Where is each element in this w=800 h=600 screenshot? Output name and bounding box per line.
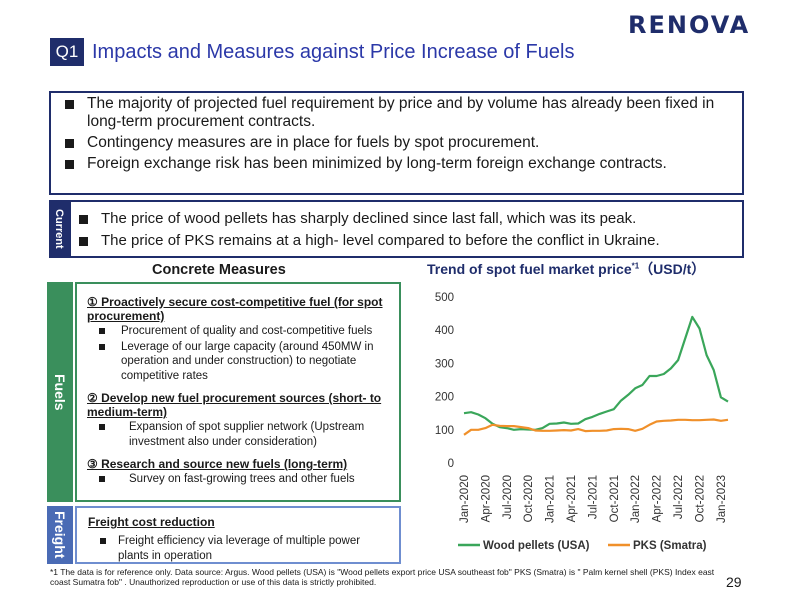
renova-logo: RENOVA — [628, 11, 751, 39]
measure-block: ① Proactively secure cost-competitive fu… — [87, 295, 391, 383]
x-tick-label: Jan-2020 — [459, 475, 471, 523]
legend-label: Wood pellets (USA) — [483, 540, 590, 552]
fuels-tab: Fuels — [47, 282, 73, 502]
y-tick-label: 400 — [435, 325, 454, 337]
freight-item: Freight efficiency via leverage of multi… — [88, 534, 391, 563]
freight-title: Freight cost reduction — [88, 515, 215, 529]
measure-block: ③ Research and source new fuels (long-te… — [87, 457, 391, 487]
current-box: The price of wood pellets has sharply de… — [69, 200, 744, 258]
measure-item: Leverage of our large capacity (around 4… — [87, 340, 391, 384]
freight-tab: Freight — [47, 506, 73, 564]
current-tab: Current — [49, 200, 69, 258]
x-tick-label: Jan-2023 — [716, 475, 728, 523]
y-tick-label: 100 — [435, 425, 454, 437]
x-tick-label: Jul-2022 — [673, 475, 685, 519]
footnote: *1 The data is for reference only. Data … — [50, 567, 715, 587]
chart-title-main: Trend of spot fuel market price — [427, 261, 632, 277]
x-tick-label: Apr-2021 — [566, 475, 578, 522]
current-item: The price of wood pellets has sharply de… — [77, 210, 734, 228]
current-item: The price of PKS remains at a high- leve… — [77, 232, 734, 250]
measure-item: Procurement of quality and cost-competit… — [87, 324, 391, 339]
measure-item: Expansion of spot supplier network (Upst… — [87, 420, 391, 449]
x-tick-label: Apr-2022 — [652, 475, 664, 522]
x-tick-label: Jan-2021 — [545, 475, 557, 523]
x-tick-label: Oct-2020 — [523, 475, 535, 522]
measure-title: ① Proactively secure cost-competitive fu… — [87, 295, 383, 323]
freight-box: Freight cost reduction Freight efficienc… — [75, 506, 401, 564]
page-number: 29 — [726, 574, 742, 590]
page-title: Impacts and Measures against Price Incre… — [92, 41, 575, 63]
measure-block: ② Develop new fuel procurement sources (… — [87, 391, 391, 449]
chart-title: Trend of spot fuel market price*1（USD/t） — [427, 259, 705, 279]
x-tick-label: Oct-2021 — [609, 475, 621, 522]
summary-item: Contingency measures are in place for fu… — [63, 134, 734, 152]
x-tick-label: Oct-2022 — [694, 475, 706, 522]
chart-title-unit: （USD/t） — [639, 261, 706, 277]
question-badge: Q1 — [50, 38, 84, 66]
summary-item: The majority of projected fuel requireme… — [63, 95, 734, 131]
series-line-pks — [463, 418, 729, 436]
measure-title: ③ Research and source new fuels (long-te… — [87, 457, 348, 471]
x-tick-label: Jul-2020 — [502, 475, 514, 519]
x-tick-label: Apr-2020 — [480, 475, 492, 522]
measure-title: ② Develop new fuel procurement sources (… — [87, 391, 382, 419]
y-tick-label: 200 — [435, 392, 454, 404]
concrete-measures-heading: Concrete Measures — [152, 262, 286, 278]
x-tick-label: Jul-2021 — [587, 475, 599, 519]
y-tick-label: 500 — [435, 292, 454, 304]
chart-title-footnote-ref: *1 — [631, 261, 640, 271]
fuels-box: ① Proactively secure cost-competitive fu… — [75, 282, 401, 502]
summary-box: The majority of projected fuel requireme… — [49, 91, 744, 195]
series-line-wood-pellets — [463, 315, 729, 431]
measure-item: Survey on fast-growing trees and other f… — [87, 472, 391, 487]
x-tick-label: Jan-2022 — [630, 475, 642, 523]
y-tick-label: 0 — [448, 458, 454, 470]
y-tick-label: 300 — [435, 358, 454, 370]
legend-label: PKS (Smatra) — [633, 540, 707, 552]
summary-item: Foreign exchange risk has been minimized… — [63, 155, 734, 173]
price-trend-chart: 0 100 200 300 400 500 Jan-2020 Apr-2020 Jul-2020… — [435, 292, 729, 552]
